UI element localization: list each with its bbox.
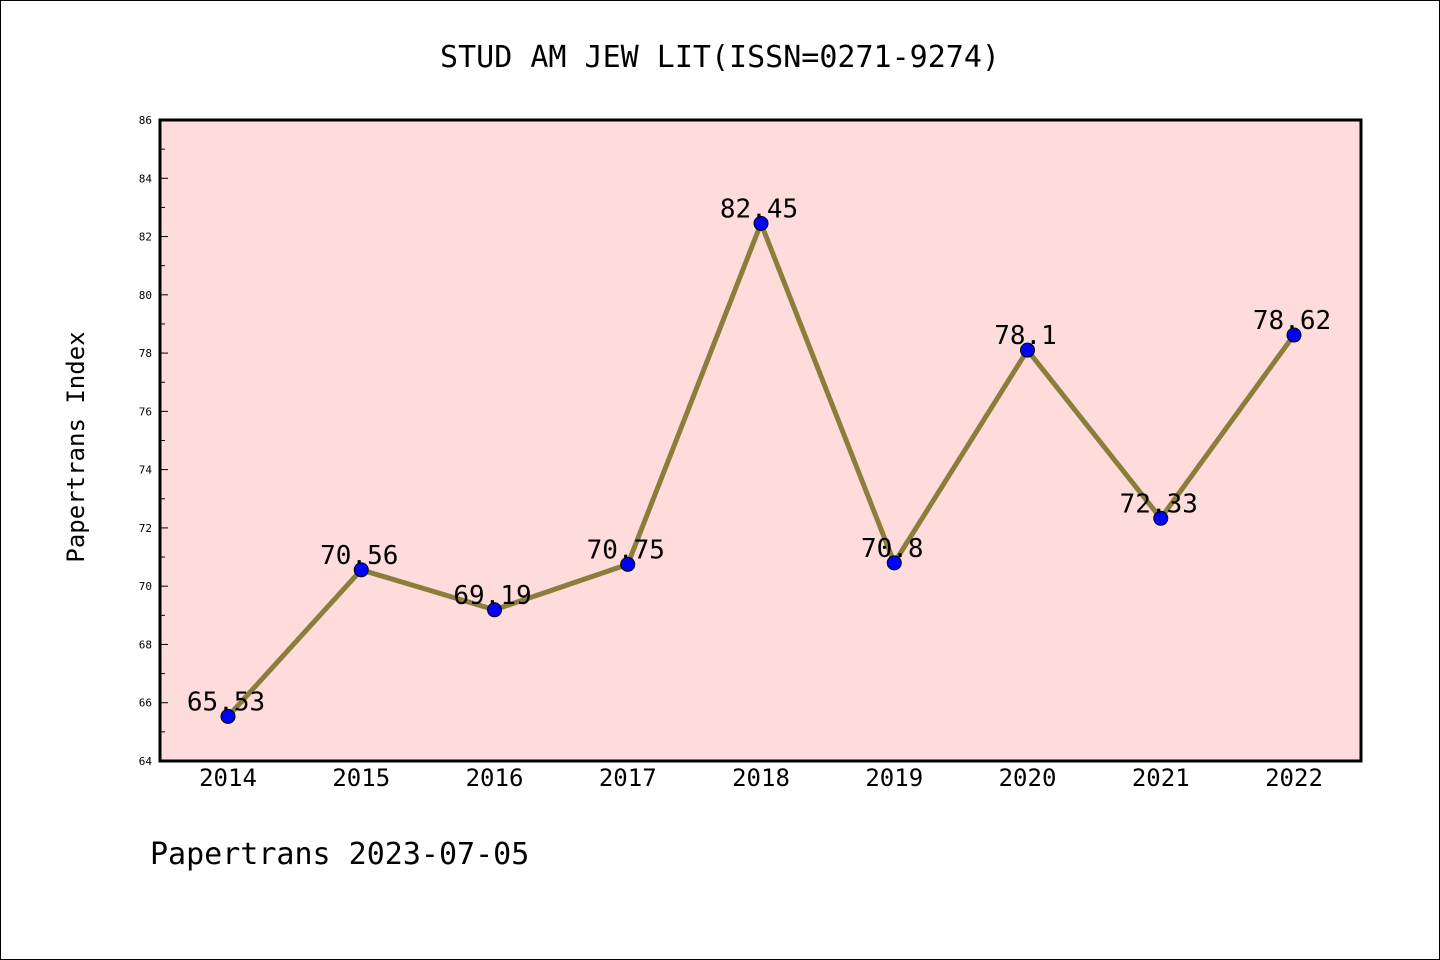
y-tick-label: 74 <box>139 464 153 477</box>
x-tick-label: 2016 <box>466 764 524 792</box>
y-tick-label: 84 <box>139 172 153 185</box>
data-point <box>1020 342 1035 358</box>
data-point <box>1153 510 1169 526</box>
data-point <box>353 562 369 578</box>
data-point <box>753 215 769 231</box>
x-tick-label: 2015 <box>332 764 390 792</box>
series-markers-group <box>220 215 1302 724</box>
x-tick-label: 2021 <box>1132 764 1190 792</box>
data-point <box>620 556 636 572</box>
data-labels-group: 65.53 70.56 69.19 70.75 82.45 70.8 78.1 72.33 78… <box>187 194 1331 717</box>
x-tick-label: 2017 <box>599 764 657 792</box>
y-tick-label: 76 <box>139 405 152 418</box>
data-label: 82.45 <box>720 194 798 224</box>
y-tick-label: 70 <box>139 580 152 593</box>
data-label: 78.62 <box>1253 306 1331 336</box>
y-tick-label: 72 <box>139 522 152 535</box>
data-label: 70.8 <box>861 534 924 564</box>
x-tick-label: 2019 <box>865 764 923 792</box>
y-tick-label: 66 <box>139 697 152 710</box>
y-axis: 64 66 68 70 72 74 76 78 80 82 84 86 <box>139 114 168 768</box>
y-tick-label: 82 <box>139 231 152 244</box>
y-tick-label: 86 <box>139 114 152 127</box>
y-tick-label: 68 <box>139 638 152 651</box>
x-axis: 2014 2015 2016 2017 2018 2019 2020 2021 2022 <box>199 764 1323 792</box>
data-label: 69.19 <box>453 581 531 611</box>
x-tick-label: 2018 <box>732 764 790 792</box>
data-label: 70.56 <box>320 541 398 571</box>
data-label: 78.1 <box>994 321 1057 351</box>
x-tick-label: 2014 <box>199 764 257 792</box>
chart-title: STUD AM JEW LIT(ISSN=0271-9274) <box>440 40 1000 75</box>
y-tick-label: 80 <box>139 289 152 302</box>
y-tick-label: 64 <box>139 755 153 768</box>
plot-border <box>158 118 1363 763</box>
data-label: 72.33 <box>1120 489 1198 519</box>
y-axis-label: Papertrans Index <box>62 331 90 562</box>
y-tick-label: 78 <box>139 347 152 360</box>
data-point <box>487 602 502 618</box>
data-point <box>1286 327 1302 343</box>
data-point <box>886 555 902 571</box>
x-tick-label: 2022 <box>1265 764 1323 792</box>
data-point <box>220 708 236 724</box>
footer-text: Papertrans 2023-07-05 <box>150 837 529 872</box>
x-tick-label: 2020 <box>999 764 1057 792</box>
data-label: 70.75 <box>587 535 665 565</box>
data-label: 65.53 <box>187 687 265 717</box>
